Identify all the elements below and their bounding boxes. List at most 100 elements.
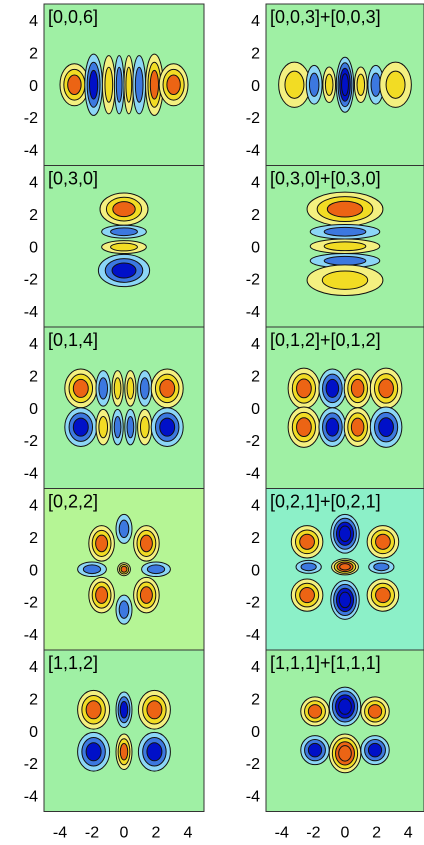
- panel: [1,1,2] 4 2 0 -2 -4: [24, 649, 205, 812]
- contour-ring: [338, 745, 352, 762]
- y-tick-label: 2: [29, 530, 38, 547]
- y-tick-label: 4: [29, 659, 38, 676]
- y-tick-label: 2: [251, 207, 260, 224]
- contour-ring: [88, 69, 99, 100]
- contour-ring: [134, 66, 144, 103]
- contour-ring: [307, 704, 323, 719]
- contour-lobes: [306, 191, 384, 297]
- y-tick-label: 4: [29, 498, 38, 515]
- contour-lobes: [278, 56, 412, 113]
- contour-lobes: [290, 513, 400, 620]
- contour-ring: [146, 700, 163, 720]
- contour-ring: [296, 378, 312, 399]
- y-tick-label: -4: [24, 465, 38, 482]
- panel-label: [0,0,6]: [48, 7, 98, 27]
- x-tick-label: 0: [341, 825, 350, 842]
- y-tick-label: 2: [251, 691, 260, 708]
- y-tick-label: 2: [251, 45, 260, 62]
- y-tick-label: 0: [251, 78, 260, 95]
- y-tick-label: -4: [24, 627, 38, 644]
- contour-ring: [98, 415, 109, 439]
- panel-background: [44, 650, 204, 812]
- contour-ring: [146, 742, 163, 762]
- contour-ring: [341, 73, 349, 97]
- panel: [0,3,0]+[0,3,0] 4 2 0 -2 -4: [246, 165, 424, 328]
- x-tick-label: 4: [184, 825, 193, 842]
- y-tick-label: -4: [246, 627, 260, 644]
- y-tick-label: -2: [246, 433, 260, 450]
- contour-ring: [325, 378, 340, 398]
- contour-ring: [146, 564, 166, 575]
- y-tick-label: 4: [251, 13, 260, 30]
- contour-ring: [325, 417, 340, 437]
- y-tick-label: -2: [246, 756, 260, 773]
- contour-ring: [110, 227, 138, 237]
- panel-background: [266, 327, 424, 489]
- contour-lobes: [300, 686, 390, 774]
- contour-ring: [118, 600, 130, 619]
- y-tick-label: 0: [29, 724, 38, 741]
- panel: [0,2,1]+[0,2,1] 4 2 0 -2 -4: [246, 488, 424, 651]
- panel-label: [0,3,0]: [48, 169, 98, 189]
- contour-ring: [95, 534, 109, 553]
- contour-ring: [119, 742, 129, 761]
- panel-label: [0,0,3]+[0,0,3]: [270, 7, 381, 27]
- contour-ring: [350, 378, 365, 398]
- y-tick-label: 2: [29, 368, 38, 385]
- contour-ring: [85, 700, 102, 720]
- contour-ring: [139, 586, 153, 604]
- contour-ring: [339, 563, 351, 571]
- y-tick-label: -4: [246, 465, 260, 482]
- contour-ring: [149, 69, 160, 100]
- y-tick-label: 2: [29, 691, 38, 708]
- contour-ring: [323, 226, 367, 237]
- x-tick-label: 2: [152, 825, 161, 842]
- contour-ring: [308, 72, 320, 97]
- contour-ring: [111, 262, 137, 279]
- y-tick-label: -4: [246, 304, 260, 321]
- y-tick-label: -2: [24, 756, 38, 773]
- contour-ring: [323, 255, 367, 266]
- contour-ring: [373, 562, 390, 572]
- y-tick-label: -2: [246, 272, 260, 289]
- contour-ring: [375, 533, 391, 550]
- y-tick-label: 0: [251, 724, 260, 741]
- contour-ring: [125, 66, 133, 103]
- contour-ring: [367, 742, 383, 758]
- contour-lobes: [64, 368, 184, 448]
- contour-ring: [72, 378, 89, 398]
- contour-ring: [375, 587, 391, 604]
- contour-lobes: [77, 689, 171, 772]
- panel: [1,1,1]+[1,1,1] 4 2 0 -2 -4: [246, 649, 424, 812]
- x-tick-label: -4: [275, 825, 289, 842]
- y-tick-label: 4: [251, 175, 260, 192]
- panel-label: [0,3,0]+[0,3,0]: [270, 169, 381, 189]
- contour-ring: [104, 66, 114, 103]
- panel-label: [1,1,1]+[1,1,1]: [270, 653, 381, 673]
- contour-ring: [67, 74, 82, 96]
- y-tick-label: 4: [251, 336, 260, 353]
- contour-ring: [338, 698, 352, 715]
- contour-lobes: [59, 53, 189, 116]
- y-tick-label: 4: [251, 659, 260, 676]
- contour-ring: [115, 66, 123, 103]
- contour-ring: [299, 533, 315, 550]
- contour-ring: [139, 534, 153, 553]
- panel-background: [44, 327, 204, 489]
- contour-ring: [159, 417, 176, 437]
- contour-ring: [378, 378, 394, 399]
- y-tick-label: 0: [251, 401, 260, 418]
- contour-ring: [338, 591, 352, 609]
- contour-ring: [120, 565, 128, 573]
- y-tick-label: 4: [29, 175, 38, 192]
- x-tick-label: -2: [85, 825, 99, 842]
- contour-ring: [338, 525, 352, 542]
- y-tick-label: 4: [251, 498, 260, 515]
- contour-ring: [296, 417, 312, 438]
- contour-ring: [126, 415, 135, 439]
- contour-ring: [326, 200, 364, 218]
- contour-lobes: [97, 192, 151, 288]
- y-tick-label: 0: [251, 239, 260, 256]
- y-tick-label: 0: [29, 78, 38, 95]
